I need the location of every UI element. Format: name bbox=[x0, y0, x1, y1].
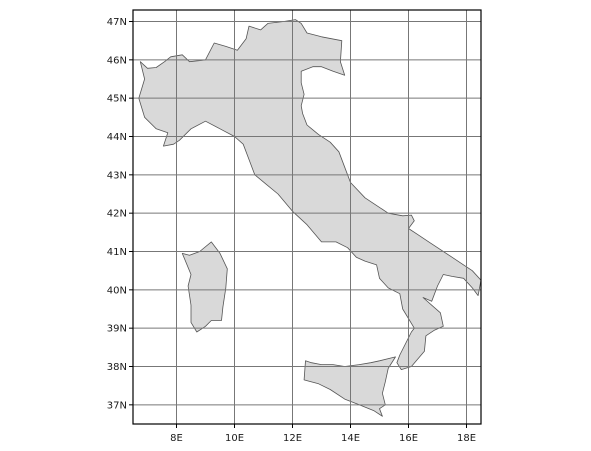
graticule bbox=[133, 10, 481, 424]
y-tick-label: 38N bbox=[107, 362, 127, 373]
y-tick-label: 41N bbox=[107, 247, 127, 258]
y-tick-label: 40N bbox=[107, 285, 127, 296]
plot-frame bbox=[132, 9, 482, 425]
land-layer bbox=[138, 19, 481, 417]
y-tick-label: 37N bbox=[107, 400, 127, 411]
x-tick-label: 8E bbox=[170, 433, 183, 444]
y-tick-label: 42N bbox=[107, 209, 127, 220]
x-tick-label: 12E bbox=[283, 433, 302, 444]
y-tick-label: 45N bbox=[107, 94, 127, 105]
x-tick-label: 18E bbox=[457, 433, 476, 444]
y-tick-label: 47N bbox=[107, 17, 127, 28]
x-tick-label: 10E bbox=[225, 433, 244, 444]
y-tick-label: 44N bbox=[107, 132, 127, 143]
y-tick-label: 46N bbox=[107, 55, 127, 66]
landmass-sardinia bbox=[181, 241, 228, 333]
x-axis: 8E 10E 12E 14E 16E 18E bbox=[170, 424, 476, 444]
landmass-sicily bbox=[303, 356, 396, 417]
x-tick-label: 14E bbox=[341, 433, 360, 444]
y-tick-label: 39N bbox=[107, 324, 127, 335]
y-tick-label: 43N bbox=[107, 170, 127, 181]
landmass-mainland bbox=[138, 19, 481, 371]
x-tick-label: 16E bbox=[399, 433, 418, 444]
y-axis: 37N 38N 39N 40N 41N 42N 43N 44N 45N 46N 47N bbox=[107, 17, 133, 411]
